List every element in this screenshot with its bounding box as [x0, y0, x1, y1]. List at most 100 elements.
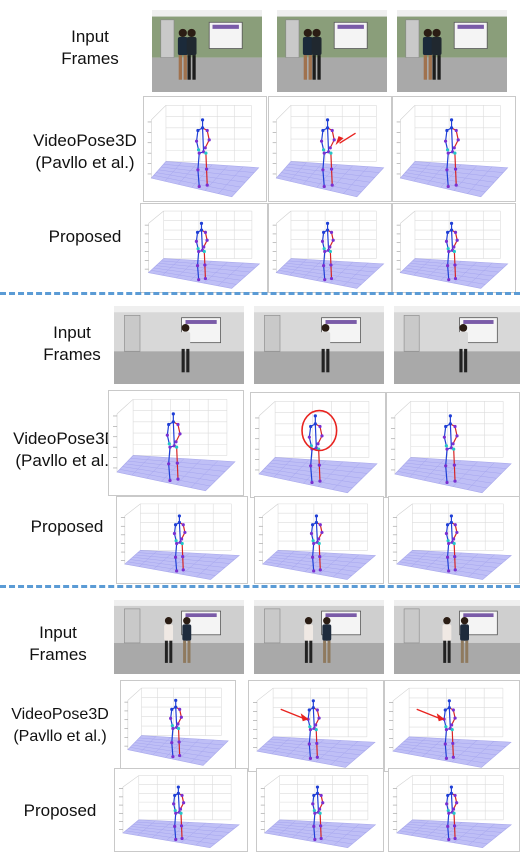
joint [173, 555, 178, 559]
joint [453, 230, 458, 234]
input-frame [394, 600, 520, 674]
joint [197, 184, 201, 189]
joint [203, 276, 208, 281]
bone [313, 826, 316, 840]
joint [451, 741, 455, 746]
pose-plot-svg [272, 105, 385, 198]
person-leg [460, 640, 464, 663]
person [458, 323, 468, 373]
joint [319, 836, 323, 841]
joint [444, 728, 449, 732]
whiteboard-header [185, 320, 217, 324]
joint [318, 568, 322, 572]
joint [442, 435, 446, 439]
joint [320, 239, 325, 243]
joint [449, 514, 453, 518]
joint [447, 837, 451, 842]
joint [178, 432, 182, 436]
person-torso [177, 37, 188, 56]
bone [453, 251, 456, 266]
joint [182, 801, 186, 805]
person-torso [182, 624, 192, 641]
floor [277, 57, 387, 92]
joint [310, 523, 315, 527]
joint [318, 555, 322, 559]
skeleton [443, 118, 460, 189]
ceiling [394, 306, 520, 313]
joint [177, 740, 181, 744]
pose-axes-grid [272, 105, 377, 179]
person-leg [178, 55, 182, 80]
joint [447, 249, 451, 254]
baseline-pose-plot [386, 392, 520, 498]
joint [453, 523, 457, 527]
joint [174, 440, 178, 444]
bone [178, 742, 181, 756]
joint [311, 539, 315, 543]
joint [452, 463, 456, 467]
whiteboard-header [325, 320, 357, 324]
whiteboard [181, 610, 221, 636]
joint [453, 568, 457, 572]
baseline-label: VideoPose3D (Pavllo et al.) [33, 131, 137, 172]
bone [322, 153, 325, 170]
proposed-label: Proposed [48, 227, 122, 246]
skeleton [444, 221, 459, 282]
baseline-pose-plot [143, 96, 267, 202]
joint [174, 837, 178, 842]
door [160, 19, 175, 58]
joint [308, 728, 313, 732]
joint [449, 228, 454, 232]
floor-plane [392, 736, 512, 768]
annotation-arrow [416, 708, 442, 720]
joint [445, 128, 449, 133]
whiteboard-header [212, 24, 239, 29]
joint [447, 541, 451, 546]
bone [180, 825, 183, 839]
joint [449, 446, 453, 450]
joint [329, 276, 334, 281]
joint [328, 249, 332, 254]
joint [451, 807, 456, 811]
joint [446, 539, 450, 543]
person-torso [302, 37, 313, 56]
floor-plane [150, 161, 260, 198]
joint [167, 442, 171, 446]
door [264, 315, 281, 352]
joint [176, 422, 180, 427]
pose-plot-svg [144, 210, 261, 289]
joint [172, 531, 177, 536]
joint [447, 706, 451, 710]
joint [322, 264, 326, 268]
joint [307, 435, 311, 439]
joint [179, 824, 184, 828]
bone [308, 729, 312, 745]
pose-plot-svg [389, 687, 512, 768]
person-leg [437, 55, 441, 80]
joint [452, 537, 456, 541]
person-leg [423, 55, 427, 80]
pose-plot-svg [396, 210, 509, 289]
joint [450, 723, 454, 727]
joint [175, 461, 179, 465]
joint [456, 138, 460, 142]
input-frames-label: Input Frames [29, 623, 87, 664]
door [285, 19, 300, 58]
person-head [181, 323, 190, 332]
floor-plane [147, 258, 261, 289]
person-leg [308, 55, 312, 80]
skeleton [319, 118, 336, 189]
input-frames-label: Input Frames [61, 27, 119, 68]
bone [316, 743, 318, 758]
person-leg [432, 55, 436, 80]
skeleton [442, 699, 457, 760]
person [460, 617, 469, 663]
joint [169, 716, 173, 720]
person-leg [164, 640, 168, 663]
joint [325, 221, 330, 225]
joint [207, 138, 211, 142]
pose-axes-grid [258, 503, 368, 565]
pose-plot-svg [118, 775, 240, 849]
joint [318, 811, 322, 815]
photo-scene [277, 10, 387, 92]
